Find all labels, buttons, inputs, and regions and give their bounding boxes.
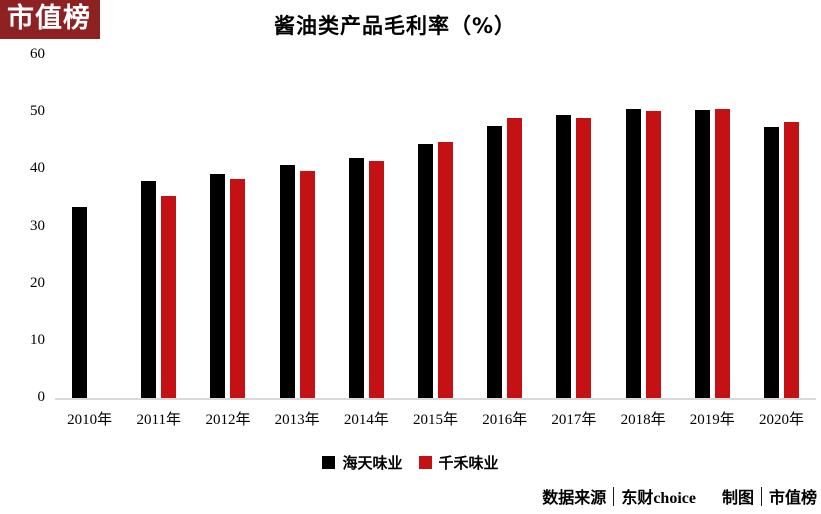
separator-bar <box>760 486 762 506</box>
bar-海天味业-2017年 <box>556 115 572 398</box>
y-tick-label: 60 <box>30 46 45 62</box>
y-tick-label: 0 <box>37 389 46 405</box>
bar-group-2010年 <box>55 57 124 398</box>
bar-千禾味业-2019年 <box>714 109 730 398</box>
x-tick-label-2018年: 2018年 <box>620 412 666 428</box>
bar-千禾味业-2020年 <box>783 121 799 398</box>
x-tick-label-2019年: 2019年 <box>689 412 735 428</box>
x-tick-label-2010年: 2010年 <box>67 412 113 428</box>
bar-海天味业-2019年 <box>694 109 710 398</box>
bar-千禾味业-2017年 <box>576 118 592 398</box>
bar-group-2011年 <box>124 57 193 398</box>
bar-group-2017年 <box>539 57 608 398</box>
legend: 海天味业 千禾味业 <box>0 452 821 473</box>
source-value: 东财choice <box>621 490 696 507</box>
x-tick-label-2011年: 2011年 <box>136 412 181 428</box>
bar-海天味业-2015年 <box>418 144 434 398</box>
y-tick-label: 30 <box>30 217 45 234</box>
bar-千禾味业-2016年 <box>507 118 523 398</box>
bar-海天味业-2014年 <box>348 158 364 398</box>
legend-label: 海天味业 <box>342 456 403 472</box>
x-tick-label-2017年: 2017年 <box>551 412 597 428</box>
x-tick-label-2013年: 2013年 <box>274 412 320 428</box>
x-tick-label-2016年: 2016年 <box>482 412 528 428</box>
bar-group-2015年 <box>401 57 470 398</box>
shizhibang-logo: 市值榜 <box>0 0 100 39</box>
bar-group-2018年 <box>609 57 678 398</box>
plot-area: 0 10 20 30 40 50 60 <box>30 47 816 405</box>
bar-groups <box>55 57 816 398</box>
legend-item-千禾味业: 千禾味业 <box>418 452 499 473</box>
source-label: 数据来源 <box>542 490 607 507</box>
y-tick-label: 20 <box>30 274 45 291</box>
bar-group-2012年 <box>193 57 262 398</box>
bar-海天味业-2012年 <box>210 173 226 398</box>
credit-value: 市值榜 <box>768 490 817 507</box>
bar-千禾味业-2013年 <box>299 171 315 398</box>
bar-海天味业-2016年 <box>487 125 503 398</box>
separator-bar <box>613 486 615 506</box>
x-tick-label-2020年: 2020年 <box>758 412 804 428</box>
bar-千禾味业-2012年 <box>230 179 246 398</box>
legend-label: 千禾味业 <box>438 456 499 472</box>
source-line: 数据来源 东财choice 制图 市值榜 <box>542 484 817 508</box>
bar-group-2019年 <box>678 57 747 398</box>
bar-千禾味业-2018年 <box>645 111 661 398</box>
bar-group-2020年 <box>747 57 816 398</box>
bar-海天味业-2018年 <box>625 109 641 398</box>
x-tick-label-2015年: 2015年 <box>413 412 459 428</box>
legend-item-海天味业: 海天味业 <box>322 452 403 473</box>
bar-海天味业-2011年 <box>141 181 157 398</box>
bar-group-2014年 <box>332 57 401 398</box>
y-tick-label: 50 <box>30 103 45 120</box>
bar-千禾味业-2014年 <box>368 161 384 398</box>
bar-海天味业-2020年 <box>763 127 779 398</box>
x-tick-label-2012年: 2012年 <box>205 412 251 428</box>
chart-title: 酱油类产品毛利率（%） <box>273 14 517 38</box>
bar-海天味业-2010年 <box>72 206 88 398</box>
legend-swatch-icon <box>418 456 432 469</box>
x-tick-label-2014年: 2014年 <box>343 412 389 428</box>
bar-千禾味业-2015年 <box>438 141 454 398</box>
bar-group-2013年 <box>263 57 332 398</box>
bar-千禾味业-2011年 <box>161 195 177 398</box>
x-axis: 2010年 2011年 2012年 2013年 2014年 2015年 2016年 2017年… <box>55 408 816 429</box>
legend-swatch-icon <box>322 456 336 469</box>
y-tick-label: 40 <box>30 160 45 177</box>
bar-group-2016年 <box>470 57 539 398</box>
y-tick-label: 10 <box>30 331 45 348</box>
credit-label: 制图 <box>721 490 754 507</box>
bar-海天味业-2013年 <box>279 165 295 398</box>
